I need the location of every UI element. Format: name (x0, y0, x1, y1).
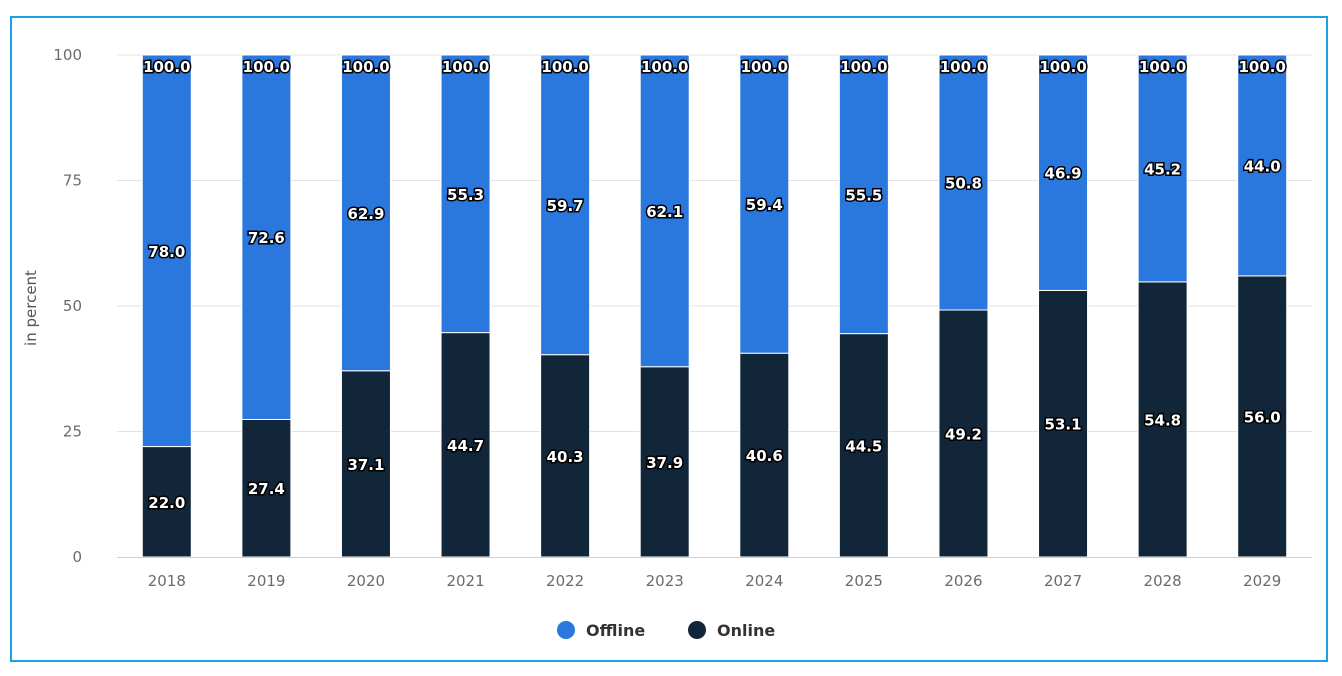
data-label-total: 100.0 (1039, 58, 1086, 76)
bar-segment-online[interactable] (340, 370, 391, 558)
data-label-online: 40.6 (746, 447, 783, 465)
data-label-total: 100.0 (442, 58, 489, 76)
data-label-offline: 46.9 (1045, 165, 1082, 183)
x-tick-label: 2028 (1144, 572, 1182, 590)
data-label-total: 100.0 (243, 58, 290, 76)
data-label-online: 44.7 (447, 437, 484, 455)
legend[interactable]: Offline Online (557, 621, 775, 640)
bar-segment-offline[interactable] (440, 54, 491, 334)
data-label-offline: 50.8 (945, 175, 982, 193)
legend-label: Online (717, 621, 775, 640)
y-tick-label: 25 (63, 423, 82, 441)
data-label-online: 27.4 (248, 480, 285, 498)
legend-label: Offline (586, 621, 645, 640)
bar-segment-online[interactable] (440, 332, 491, 558)
bar-segment-online[interactable] (838, 333, 889, 558)
x-tick-label: 2025 (845, 572, 883, 590)
legend-item-online[interactable]: Online (688, 621, 775, 640)
data-label-total: 100.0 (541, 58, 588, 76)
bar-segment-online[interactable] (241, 418, 292, 558)
bar-segment-online[interactable] (639, 366, 690, 558)
data-label-total: 100.0 (143, 58, 190, 76)
legend-item-offline[interactable]: Offline (557, 621, 645, 640)
data-label-total: 100.0 (741, 58, 788, 76)
x-tick-label: 2027 (1044, 572, 1082, 590)
data-label-offline: 72.6 (248, 229, 285, 247)
x-tick-label: 2021 (446, 572, 484, 590)
data-label-online: 37.9 (646, 454, 683, 472)
bar-segment-offline[interactable] (1137, 54, 1188, 283)
bar-segment-offline[interactable] (1038, 54, 1089, 291)
x-axis: 2018 2019 2020 2021 2022 2023 2024 2025 2026 2027… (117, 557, 1312, 590)
bar-segment-offline[interactable] (540, 54, 591, 356)
data-label-offline: 78.0 (148, 243, 185, 261)
bar-segment-offline[interactable] (1237, 54, 1288, 277)
data-label-offline: 45.2 (1144, 160, 1181, 178)
bar-segment-offline[interactable] (838, 54, 889, 335)
data-label-offline: 62.1 (646, 203, 683, 221)
data-label-online: 44.5 (845, 437, 882, 455)
data-label-total: 100.0 (840, 58, 887, 76)
bars (141, 54, 1288, 558)
data-label-online: 53.1 (1045, 416, 1082, 434)
x-tick-label: 2026 (944, 572, 982, 590)
legend-marker (557, 621, 575, 639)
bar-segment-offline[interactable] (340, 54, 391, 372)
data-label-total: 100.0 (1238, 58, 1285, 76)
data-label-offline: 59.4 (746, 196, 783, 214)
bar-segment-offline[interactable] (938, 54, 989, 311)
data-label-online: 49.2 (945, 426, 982, 444)
y-tick-label: 75 (63, 172, 82, 190)
data-label-total: 100.0 (342, 58, 389, 76)
x-tick-label: 2022 (546, 572, 584, 590)
data-label-offline: 55.3 (447, 186, 484, 204)
grid-lines (117, 54, 1312, 432)
legend-marker (688, 621, 706, 639)
data-label-offline: 55.5 (845, 186, 882, 204)
bar-segment-offline[interactable] (241, 54, 292, 420)
y-axis-label: in percent (22, 270, 40, 346)
data-label-total: 100.0 (1139, 58, 1186, 76)
bar-segment-online[interactable] (1237, 275, 1288, 558)
bar-segment-online[interactable] (1038, 289, 1089, 558)
x-tick-label: 2019 (247, 572, 285, 590)
y-axis: 0 25 50 75 100 (53, 46, 82, 566)
y-tick-label: 0 (72, 548, 82, 566)
bar-segment-offline[interactable] (141, 54, 192, 448)
bar-segment-offline[interactable] (639, 54, 690, 368)
x-tick-label: 2020 (347, 572, 385, 590)
x-tick-label: 2023 (646, 572, 684, 590)
bar-segment-online[interactable] (1137, 281, 1188, 558)
data-label-offline: 62.9 (347, 205, 384, 223)
data-label-online: 40.3 (547, 448, 584, 466)
bar-segment-offline[interactable] (739, 54, 790, 354)
data-labels: 22.0 78.0 100.0 27.4 72.6 100.0 37.1 62.9 100.0 4… (142, 57, 1288, 514)
data-label-offline: 59.7 (547, 197, 584, 215)
data-label-total: 100.0 (940, 58, 987, 76)
y-tick-label: 50 (63, 297, 82, 315)
x-tick-label: 2018 (148, 572, 186, 590)
bar-segment-online[interactable] (938, 309, 989, 558)
x-tick-label: 2024 (745, 572, 783, 590)
data-label-online: 56.0 (1244, 408, 1281, 426)
data-label-online: 37.1 (347, 456, 384, 474)
data-label-online: 22.0 (148, 494, 185, 512)
data-label-offline: 44.0 (1244, 157, 1281, 175)
data-label-online: 54.8 (1144, 411, 1181, 429)
data-label-total: 100.0 (641, 58, 688, 76)
y-tick-label: 100 (53, 46, 82, 64)
x-tick-label: 2029 (1243, 572, 1281, 590)
